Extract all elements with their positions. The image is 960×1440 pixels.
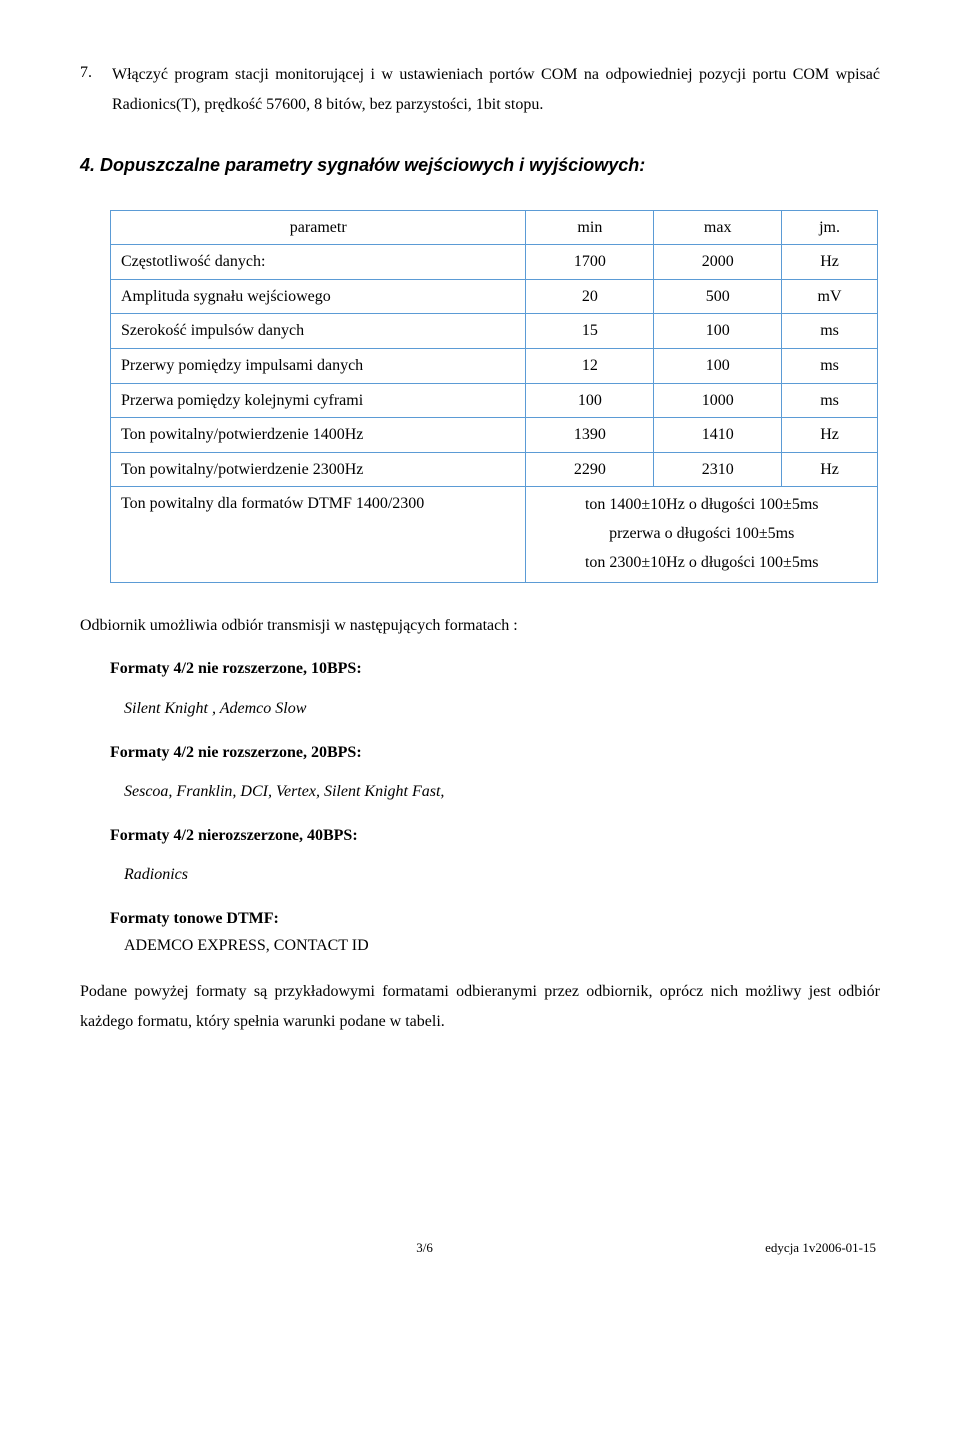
note-line: ton 2300±10Hz o długości 100±5ms xyxy=(536,549,867,578)
cell-unit: ms xyxy=(782,348,878,383)
list-text: Włączyć program stacji monitorującej i w… xyxy=(112,60,880,121)
cell-unit: Hz xyxy=(782,245,878,280)
table-row: Częstotliwość danych: 1700 2000 Hz xyxy=(111,245,878,280)
cell-param: Przerwa pomiędzy kolejnymi cyframi xyxy=(111,383,526,418)
cell-max: 2000 xyxy=(654,245,782,280)
page-footer: 3/6 edycja 1v2006-01-15 xyxy=(80,1238,880,1259)
cell-param: Ton powitalny/potwierdzenie 1400Hz xyxy=(111,418,526,453)
table-row: Przerwa pomiędzy kolejnymi cyframi 100 1… xyxy=(111,383,878,418)
cell-min: 15 xyxy=(526,314,654,349)
cell-note: ton 1400±10Hz o długości 100±5ms przerwa… xyxy=(526,487,878,582)
cell-min: 1700 xyxy=(526,245,654,280)
cell-unit: Hz xyxy=(782,418,878,453)
col-header-max: max xyxy=(654,210,782,245)
cell-param: Przerwy pomiędzy impulsami danych xyxy=(111,348,526,383)
cell-min: 20 xyxy=(526,279,654,314)
cell-param: Ton powitalny/potwierdzenie 2300Hz xyxy=(111,452,526,487)
table-row: Ton powitalny/potwierdzenie 2300Hz 2290 … xyxy=(111,452,878,487)
cell-min: 1390 xyxy=(526,418,654,453)
col-header-min: min xyxy=(526,210,654,245)
table-header-row: parametr min max jm. xyxy=(111,210,878,245)
format-item: Silent Knight , Ademco Slow xyxy=(124,696,880,722)
cell-param: Częstotliwość danych: xyxy=(111,245,526,280)
format-item: Sescoa, Franklin, DCI, Vertex, Silent Kn… xyxy=(124,779,880,805)
intro-paragraph: Odbiornik umożliwia odbiór transmisji w … xyxy=(80,613,880,639)
cell-unit: Hz xyxy=(782,452,878,487)
cell-max: 1000 xyxy=(654,383,782,418)
table-row: Ton powitalny/potwierdzenie 1400Hz 1390 … xyxy=(111,418,878,453)
closing-paragraph: Podane powyżej formaty są przykładowymi … xyxy=(80,977,880,1038)
table-row: Przerwy pomiędzy impulsami danych 12 100… xyxy=(111,348,878,383)
col-header-param: parametr xyxy=(111,210,526,245)
cell-unit: ms xyxy=(782,314,878,349)
edition-label: edycja 1v2006-01-15 xyxy=(765,1238,876,1259)
cell-min: 2290 xyxy=(526,452,654,487)
cell-max: 500 xyxy=(654,279,782,314)
cell-unit: mV xyxy=(782,279,878,314)
formats-block: Formaty 4/2 nie rozszerzone, 10BPS: Sile… xyxy=(110,656,880,959)
format-item: ADEMCO EXPRESS, CONTACT ID xyxy=(124,933,880,959)
format-heading: Formaty 4/2 nierozszerzone, 40BPS: xyxy=(110,823,880,849)
parameters-table: parametr min max jm. Częstotliwość danyc… xyxy=(110,210,878,583)
cell-max: 2310 xyxy=(654,452,782,487)
cell-param: Amplituda sygnału wejściowego xyxy=(111,279,526,314)
page-number: 3/6 xyxy=(84,1238,765,1259)
table-row: Szerokość impulsów danych 15 100 ms xyxy=(111,314,878,349)
cell-max: 1410 xyxy=(654,418,782,453)
note-line: przerwa o długości 100±5ms xyxy=(536,520,867,549)
list-number: 7. xyxy=(80,60,112,121)
cell-min: 12 xyxy=(526,348,654,383)
format-heading: Formaty 4/2 nie rozszerzone, 10BPS: xyxy=(110,656,880,682)
format-heading: Formaty tonowe DTMF: xyxy=(110,906,880,932)
table-note-row: Ton powitalny dla formatów DTMF 1400/230… xyxy=(111,487,878,582)
ordered-list-item: 7. Włączyć program stacji monitorującej … xyxy=(80,60,880,121)
format-heading: Formaty 4/2 nie rozszerzone, 20BPS: xyxy=(110,740,880,766)
format-item: Radionics xyxy=(124,862,880,888)
col-header-unit: jm. xyxy=(782,210,878,245)
cell-max: 100 xyxy=(654,348,782,383)
cell-max: 100 xyxy=(654,314,782,349)
cell-unit: ms xyxy=(782,383,878,418)
note-line: ton 1400±10Hz o długości 100±5ms xyxy=(536,491,867,520)
table-row: Amplituda sygnału wejściowego 20 500 mV xyxy=(111,279,878,314)
cell-min: 100 xyxy=(526,383,654,418)
cell-param: Ton powitalny dla formatów DTMF 1400/230… xyxy=(111,487,526,582)
cell-param: Szerokość impulsów danych xyxy=(111,314,526,349)
section-heading: 4. Dopuszczalne parametry sygnałów wejśc… xyxy=(80,151,880,180)
